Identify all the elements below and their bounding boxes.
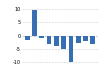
Bar xyxy=(47,36,51,44)
Bar xyxy=(90,36,95,44)
Bar xyxy=(76,36,81,43)
Bar xyxy=(39,36,44,38)
Bar xyxy=(61,36,66,49)
Bar xyxy=(25,36,30,40)
Bar xyxy=(32,10,37,36)
Bar xyxy=(54,36,59,46)
Bar xyxy=(69,36,73,62)
Bar xyxy=(83,36,88,41)
